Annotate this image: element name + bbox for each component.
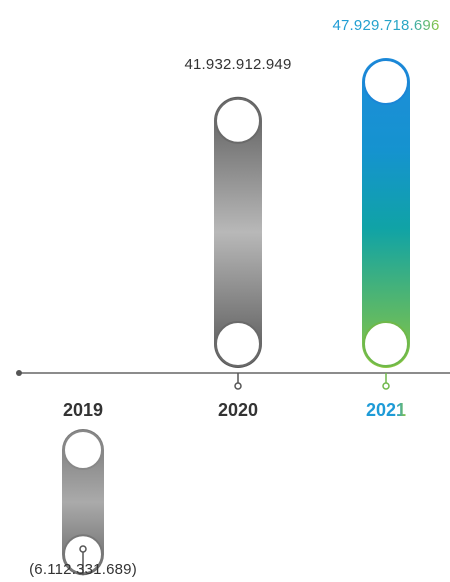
bars-layer — [62, 58, 410, 576]
bar-top-cap-2020 — [215, 97, 261, 144]
bar-top-cap-2021 — [363, 59, 409, 105]
value-label-2021: 47.929.718.696 — [332, 17, 439, 34]
bar-2020 — [214, 96, 262, 368]
year-label-2021: 2021 — [366, 400, 406, 420]
year-label-2019: 2019 — [63, 400, 103, 420]
bar-bottom-cap-2021 — [363, 321, 409, 367]
labels-layer: 2019 (6.112.331.689) 2020 41.932.912.949 202… — [29, 17, 439, 578]
year-label-2020: 2020 — [218, 400, 258, 420]
bar-bottom-cap-2020 — [215, 321, 261, 367]
bar-top-cap-2019 — [63, 430, 103, 470]
value-label-2019: (6.112.331.689) — [29, 561, 137, 578]
x-axis-start-dot — [16, 370, 22, 376]
bar-2021 — [362, 58, 410, 368]
bar-body-2021 — [362, 58, 410, 368]
axis-tick-dot-2021 — [382, 382, 390, 390]
bar-2019 — [62, 429, 104, 576]
axis-tick-dot-2020 — [234, 382, 242, 390]
axis-tick-dot-2019 — [79, 545, 87, 553]
bar-body-2020 — [214, 96, 262, 368]
value-label-2020: 41.932.912.949 — [184, 56, 291, 73]
